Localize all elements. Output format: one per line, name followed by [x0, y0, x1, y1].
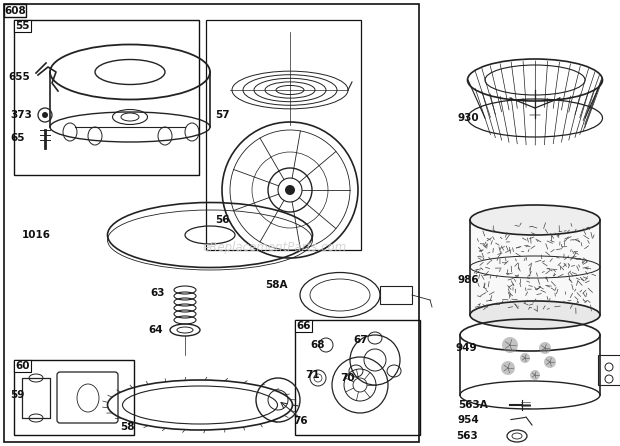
Circle shape: [285, 185, 295, 195]
Text: 373: 373: [10, 110, 32, 120]
Ellipse shape: [470, 301, 600, 329]
Text: 58A: 58A: [265, 280, 288, 290]
Circle shape: [544, 356, 556, 368]
Bar: [4, 4, 26, 17]
FancyArrowPatch shape: [511, 417, 525, 420]
Bar: [598, 355, 620, 385]
Text: 930: 930: [458, 113, 480, 123]
Text: 563: 563: [456, 431, 478, 441]
Bar: [206, 20, 361, 250]
Bar: [22, 378, 50, 418]
Bar: [295, 320, 312, 332]
Bar: [14, 20, 199, 175]
Text: 63: 63: [150, 288, 164, 298]
Circle shape: [501, 361, 515, 375]
Bar: [380, 286, 412, 304]
Text: 57: 57: [215, 110, 229, 120]
Text: 954: 954: [458, 415, 480, 425]
Text: 64: 64: [148, 325, 162, 335]
Text: 67: 67: [353, 335, 368, 345]
Text: 56: 56: [215, 215, 229, 225]
Text: 65: 65: [10, 133, 25, 143]
Bar: [295, 320, 420, 435]
Bar: [14, 20, 31, 32]
Text: 70: 70: [340, 373, 355, 383]
Text: 55: 55: [16, 21, 30, 31]
Text: 58: 58: [120, 422, 135, 432]
Text: 949: 949: [455, 343, 477, 353]
Text: 986: 986: [458, 275, 480, 285]
Text: 655: 655: [8, 72, 30, 82]
Text: 608: 608: [4, 5, 26, 16]
Bar: [4, 4, 419, 442]
Text: 60: 60: [16, 361, 30, 371]
Text: 66: 66: [296, 321, 311, 331]
Circle shape: [520, 353, 530, 363]
Text: 76: 76: [293, 416, 308, 426]
Bar: [14, 360, 31, 372]
Text: 1016: 1016: [22, 230, 51, 240]
Text: eReplacementParts.com: eReplacementParts.com: [203, 241, 347, 255]
Ellipse shape: [470, 205, 600, 235]
Circle shape: [539, 342, 551, 354]
Bar: [470, 220, 600, 315]
Text: 71: 71: [305, 370, 320, 380]
Text: 563A: 563A: [458, 400, 488, 410]
Text: 59: 59: [10, 390, 24, 400]
Text: 68: 68: [310, 340, 324, 350]
Circle shape: [42, 112, 48, 118]
Circle shape: [530, 370, 540, 380]
Bar: [14, 360, 134, 435]
Circle shape: [502, 337, 518, 353]
